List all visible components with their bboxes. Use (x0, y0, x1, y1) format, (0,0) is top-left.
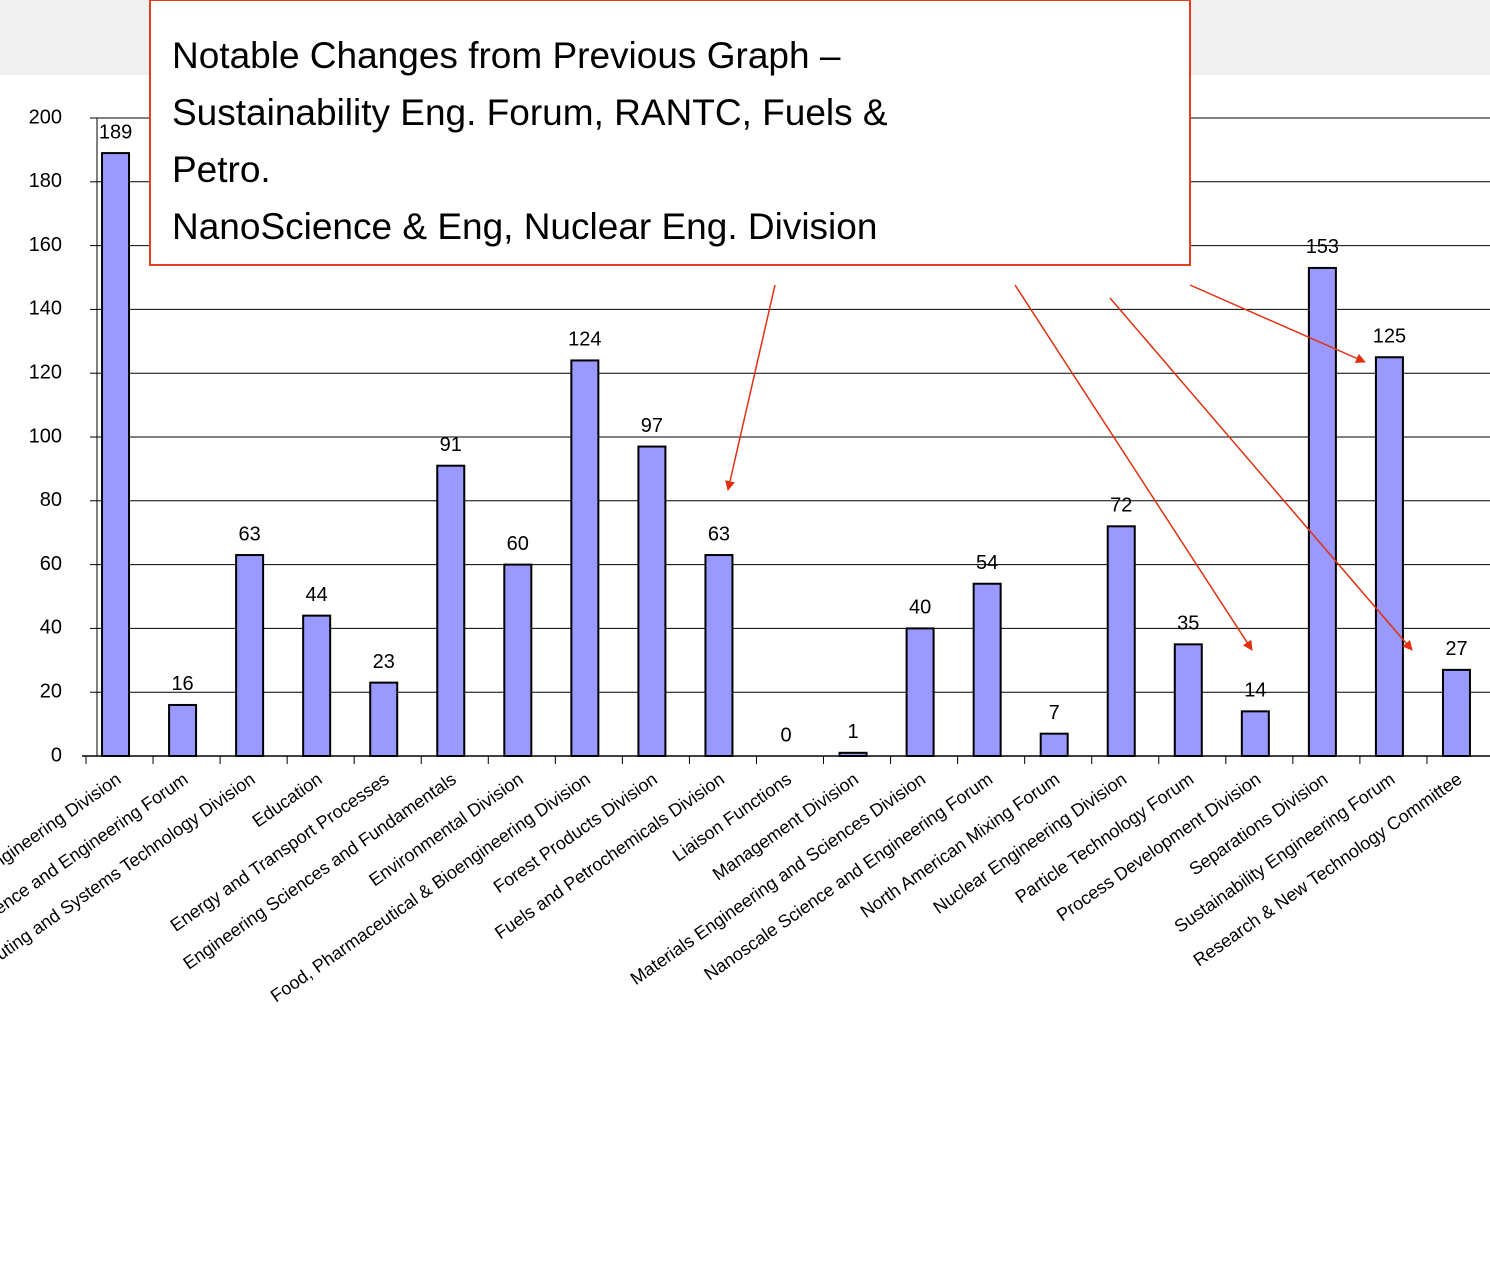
y-tick-label: 80 (40, 489, 62, 511)
annotation-line: Notable Changes from Previous Graph – (172, 35, 841, 76)
bar (1039, 732, 1069, 757)
value-label: 72 (1110, 495, 1132, 517)
y-tick-label: 40 (40, 617, 62, 639)
value-label: 16 (171, 673, 193, 695)
bar (1307, 266, 1337, 757)
annotation: Notable Changes from Previous Graph – Sus… (149, 0, 1413, 651)
bar (1106, 525, 1136, 757)
value-label: 189 (99, 121, 132, 143)
value-label: 54 (976, 552, 998, 574)
annotation-line: Sustainability Eng. Forum, RANTC, Fuels … (172, 92, 888, 133)
bar (637, 445, 667, 757)
annotation-line: NanoScience & Eng, Nuclear Eng. Division (172, 206, 877, 247)
y-tick-label: 140 (29, 298, 62, 320)
y-tick-label: 120 (29, 361, 62, 383)
value-label: 40 (909, 597, 931, 619)
value-label: 27 (1445, 638, 1467, 660)
arrow (1014, 284, 1253, 651)
bar (503, 563, 533, 757)
bar (1240, 710, 1270, 758)
bar (436, 464, 466, 757)
bar (101, 152, 131, 757)
y-tick-label: 200 (29, 106, 62, 128)
y-tick-label: 0 (51, 744, 62, 766)
bar (168, 703, 198, 758)
y-tick-label: 20 (40, 680, 62, 702)
value-label: 23 (373, 651, 395, 673)
value-label: 35 (1177, 613, 1199, 635)
y-tick-label: 160 (29, 234, 62, 256)
bar (235, 554, 265, 758)
bar (972, 582, 1002, 757)
bar (570, 359, 600, 757)
bar (1441, 668, 1471, 757)
value-label: 1 (847, 721, 858, 743)
value-label: 63 (708, 523, 730, 545)
value-label: 91 (440, 434, 462, 456)
value-label: 60 (507, 533, 529, 555)
value-label: 125 (1373, 326, 1406, 348)
y-tick-label: 60 (40, 553, 62, 575)
y-tick-label: 180 (29, 170, 62, 192)
value-label: 14 (1244, 680, 1266, 702)
value-label: 97 (641, 415, 663, 437)
annotation-line: Petro. (172, 149, 271, 190)
y-tick-label: 100 (29, 425, 62, 447)
bar (302, 614, 332, 758)
value-label: 7 (1049, 702, 1060, 724)
arrow (1109, 297, 1413, 651)
bar (369, 681, 399, 758)
bar (1173, 643, 1203, 757)
bar (905, 627, 935, 758)
value-label: 63 (238, 523, 260, 545)
value-label: 0 (780, 724, 791, 746)
bar (704, 554, 734, 758)
annotation-box (149, 0, 1191, 266)
value-label: 153 (1306, 236, 1339, 258)
bar (1374, 356, 1404, 757)
arrow (725, 284, 776, 491)
arrow (1189, 284, 1366, 363)
value-label: 124 (568, 329, 601, 351)
value-label: 44 (306, 584, 328, 606)
